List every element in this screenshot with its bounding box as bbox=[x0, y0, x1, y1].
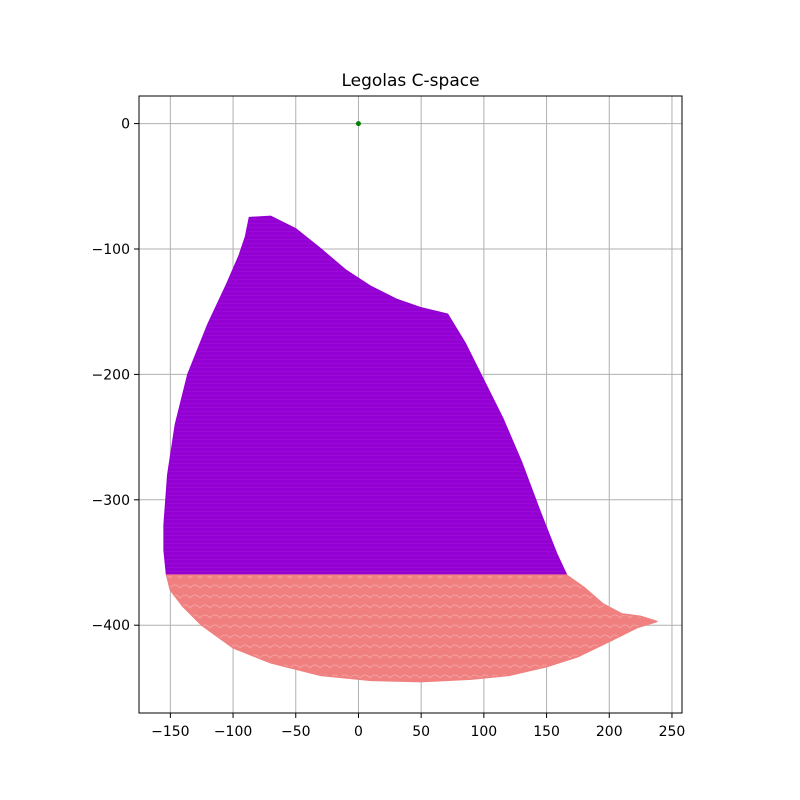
upper-region bbox=[164, 216, 566, 575]
x-tick-label: −150 bbox=[151, 724, 189, 740]
x-tick-label: 0 bbox=[354, 724, 363, 740]
plot-area bbox=[164, 121, 657, 682]
y-tick-label: −400 bbox=[92, 618, 130, 634]
x-axis: −150 −100 −50 0 50 100 150 200 250 bbox=[151, 713, 685, 740]
x-tick-label: 200 bbox=[596, 724, 623, 740]
x-tick-label: −50 bbox=[281, 724, 311, 740]
y-tick-label: −200 bbox=[92, 367, 130, 383]
x-tick-label: 150 bbox=[533, 724, 560, 740]
y-axis: 0 −100 −200 −300 −400 bbox=[92, 117, 139, 635]
origin-point bbox=[356, 121, 361, 126]
x-tick-label: 100 bbox=[470, 724, 497, 740]
y-tick-label: −300 bbox=[92, 493, 130, 509]
y-tick-label: 0 bbox=[121, 117, 130, 133]
y-tick-label: −100 bbox=[92, 242, 130, 258]
lower-region bbox=[167, 575, 657, 682]
x-tick-label: 50 bbox=[412, 724, 430, 740]
chart-title: Legolas C-space bbox=[341, 71, 479, 91]
x-tick-label: 250 bbox=[659, 724, 686, 740]
x-tick-label: −100 bbox=[214, 724, 252, 740]
